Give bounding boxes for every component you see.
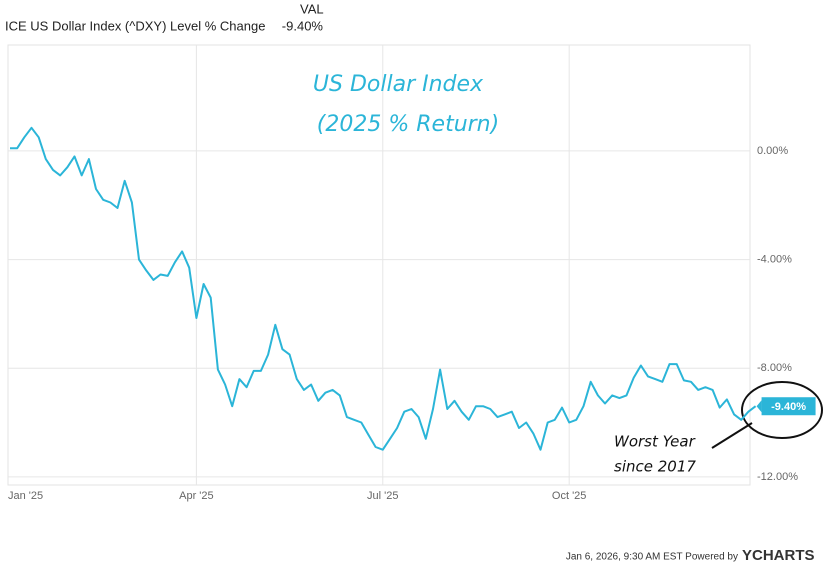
y-tick-label: -4.00%	[757, 253, 792, 265]
annotation-arrow	[711, 422, 753, 449]
value-label: -9.40%	[771, 401, 806, 413]
line-series	[10, 126, 757, 451]
x-tick-label: Oct '25	[552, 490, 587, 502]
annotation-circle	[741, 381, 823, 439]
legend-entry: ICE US Dollar Index (^DXY) Level % Chang…	[5, 18, 265, 33]
legend-header: VAL	[300, 1, 324, 16]
legend-value: -9.40%	[282, 18, 324, 33]
footer-brand: YCHARTS	[742, 547, 815, 564]
annotation: since 2017	[614, 458, 696, 476]
y-tick-label: -8.00%	[757, 362, 792, 374]
value-badge-pointer	[756, 400, 762, 413]
chart-title: US Dollar Index	[313, 72, 484, 97]
chart-subtitle: (2025 % Return)	[317, 112, 499, 137]
plot-frame	[7, 44, 751, 486]
x-tick-label: Jul '25	[367, 490, 398, 502]
annotation: Worst Year	[614, 433, 696, 451]
value-badge	[761, 397, 816, 416]
y-tick-label: 0.00%	[757, 145, 788, 157]
footer-timestamp: Jan 6, 2026, 9:30 AM EST Powered by	[566, 552, 738, 563]
x-tick-label: Jan '25	[8, 490, 43, 502]
x-tick-label: Apr '25	[179, 490, 214, 502]
y-tick-label: -12.00%	[757, 471, 798, 483]
